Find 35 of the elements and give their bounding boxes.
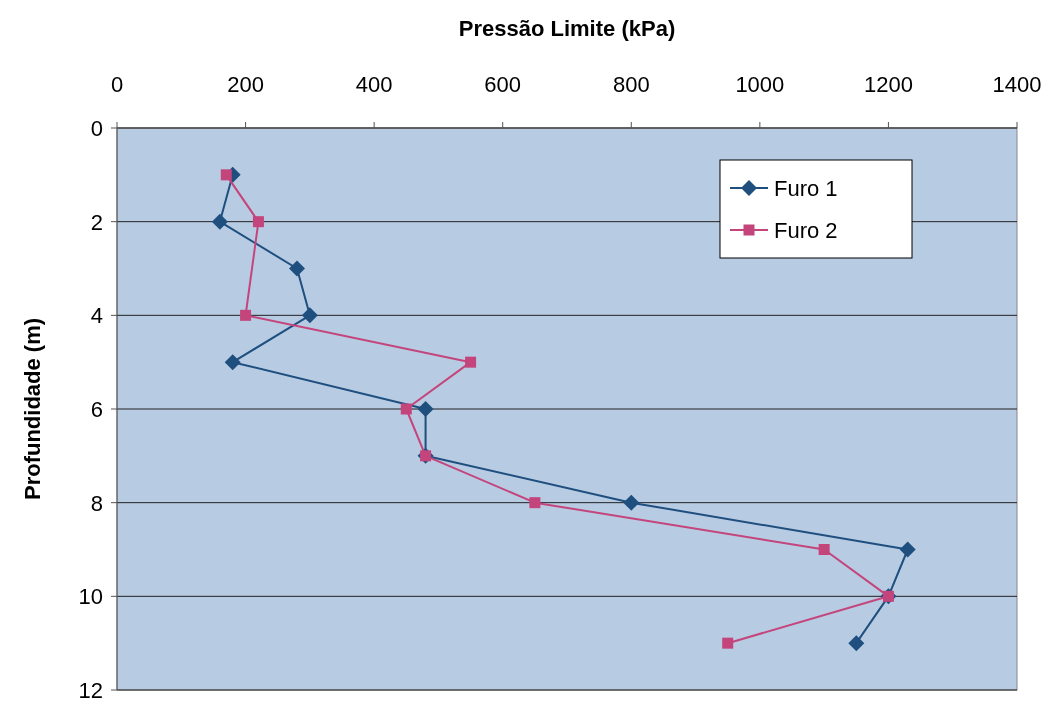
point: [224, 354, 241, 371]
x-tick-label: 0: [110, 72, 124, 97]
point: [465, 356, 477, 368]
point: [240, 309, 252, 321]
y-axis-title: Profundidade (m): [20, 317, 45, 501]
chart-title: Pressão Limite (kPa): [458, 16, 676, 41]
y-tick-label: 8: [90, 490, 103, 516]
point: [529, 497, 541, 509]
x-tick-label: 200: [227, 72, 264, 97]
y-tick-label: 6: [90, 397, 103, 422]
y-tick-label: 10: [78, 584, 103, 610]
point: [417, 401, 434, 417]
point: [252, 216, 264, 228]
y-tick-label: 12: [78, 678, 103, 703]
y-tick-label: 2: [90, 209, 103, 235]
legend-label: Furo 1: [774, 176, 838, 201]
x-tick-label: 600: [484, 72, 522, 97]
y-tick-label: 0: [90, 116, 103, 141]
point: [623, 494, 640, 511]
x-tick-label: 1000: [735, 72, 785, 97]
point: [722, 637, 734, 649]
y-tick-label: 4: [90, 303, 103, 329]
point: [400, 403, 412, 415]
point: [211, 213, 228, 230]
point: [301, 307, 318, 324]
point: [220, 169, 232, 181]
x-tick-label: 1200: [863, 72, 913, 97]
x-tick-label: 1400: [992, 72, 1042, 97]
point: [289, 260, 305, 277]
point: [848, 635, 865, 652]
point: [818, 544, 830, 555]
x-tick-label: 400: [355, 72, 393, 97]
point: [899, 541, 916, 558]
legend-label: Furo 2: [774, 218, 838, 243]
x-tick-label: 800: [612, 72, 650, 97]
